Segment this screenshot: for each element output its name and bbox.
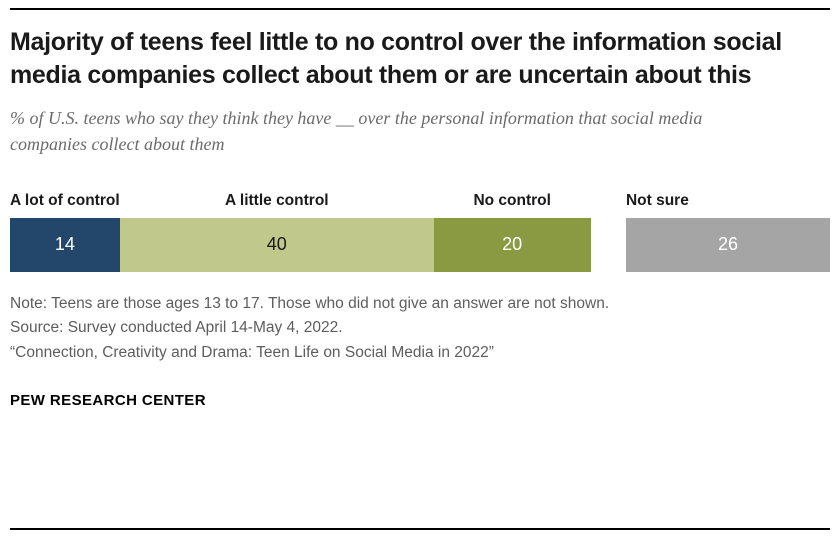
- bar-segment: 14: [10, 217, 120, 272]
- segment-label: A lot of control: [10, 192, 120, 210]
- top-rule: [10, 8, 830, 10]
- chart-subtitle: % of U.S. teens who say they think they …: [10, 108, 703, 155]
- chart-title: Majority of teens feel little to no cont…: [10, 28, 782, 89]
- report-line: “Connection, Creativity and Drama: Teen …: [10, 344, 494, 362]
- brand-footer: PEW RESEARCH CENTER: [10, 391, 206, 409]
- segment-label: Not sure: [625, 192, 689, 210]
- source-line: Source: Survey conducted April 14-May 4,…: [10, 319, 343, 337]
- segment-label: A little control: [224, 192, 329, 210]
- bar-segment: 20: [433, 217, 591, 272]
- bottom-rule: [10, 528, 830, 530]
- bar-segment: 26: [625, 217, 830, 272]
- stacked-bar-chart: A lot of control A little control No contr…: [10, 191, 830, 272]
- notes-block: Note: Teens are those ages 13 to 17. Tho…: [10, 292, 830, 366]
- bar-row: 14 40 20 26: [10, 217, 830, 272]
- note-line: Note: Teens are those ages 13 to 17. Tho…: [10, 294, 610, 312]
- bar-segment: 40: [119, 217, 434, 272]
- bar-gap: [591, 218, 626, 272]
- segment-label: No control: [473, 192, 551, 210]
- segment-labels-row: A lot of control A little control No contr…: [10, 191, 830, 210]
